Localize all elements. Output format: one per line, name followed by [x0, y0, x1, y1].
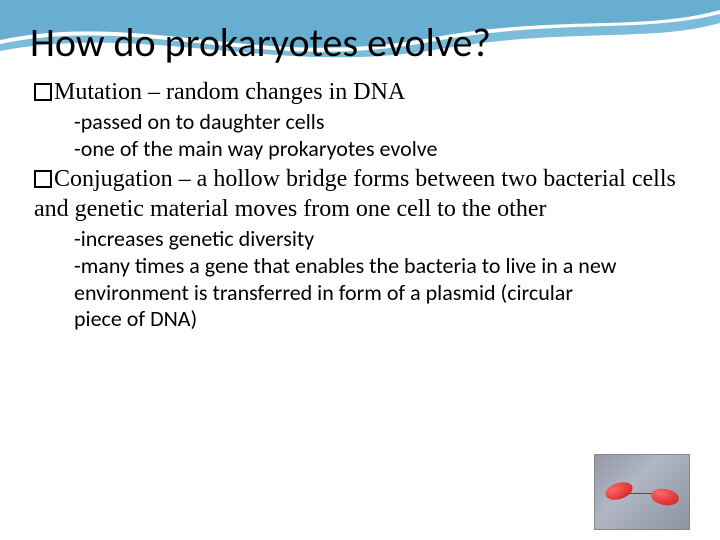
- bullet-conjugation: Conjugation – a hollow bridge forms betw…: [30, 164, 690, 224]
- sub-bullet: -one of the main way prokaryotes evolve: [30, 136, 690, 162]
- bullet-text: Conjugation – a hollow bridge forms betw…: [34, 166, 676, 222]
- slide-content: How do prokaryotes evolve? Mutation – ra…: [0, 0, 720, 332]
- square-bullet-icon: [34, 83, 52, 101]
- bullet-text: Mutation – random changes in DNA: [54, 79, 405, 105]
- sub-bullet: -passed on to daughter cells: [30, 109, 690, 135]
- square-bullet-icon: [34, 170, 52, 188]
- sub-bullet: -increases genetic diversity: [30, 226, 690, 252]
- bacterium-icon: [603, 479, 635, 503]
- bacteria-conjugation-image: [594, 454, 690, 530]
- sub-bullet: -many times a gene that enables the bact…: [30, 253, 690, 332]
- slide-title: How do prokaryotes evolve?: [30, 18, 690, 67]
- bacterium-icon: [650, 487, 680, 508]
- bullet-mutation: Mutation – random changes in DNA: [30, 77, 690, 107]
